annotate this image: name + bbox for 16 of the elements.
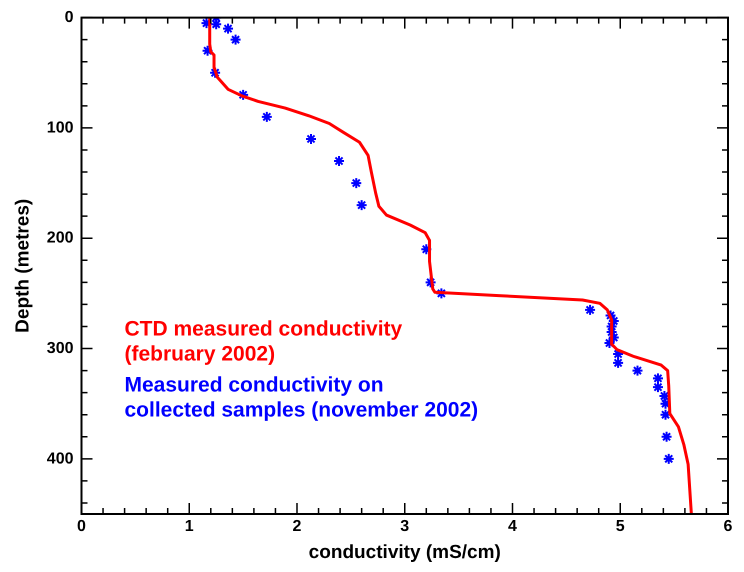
y-tick-label: 300 <box>46 340 74 357</box>
x-tick-label: 5 <box>616 518 625 536</box>
x-tick-label: 6 <box>724 518 733 536</box>
x-axis-title: conductivity (mS/cm) <box>308 542 501 563</box>
x-tick-label: 2 <box>292 518 302 536</box>
y-tick-label: 200 <box>46 230 74 247</box>
x-tick-label: 1 <box>184 518 194 536</box>
text: Measured conductivity on collected samples (november 2002) <box>124 374 478 422</box>
x-tick-label: 3 <box>400 518 410 536</box>
y-axis-title: Depth (metres) <box>12 198 34 333</box>
x-tick-label: 4 <box>508 518 518 536</box>
y-tick-label: 100 <box>46 119 74 136</box>
series-label: CTD measured conductivity (february 2002) <box>124 318 403 366</box>
x-tick-label: 0 <box>77 518 86 536</box>
y-tick-label: 0 <box>64 9 74 26</box>
y-tick-label: 400 <box>46 450 74 468</box>
